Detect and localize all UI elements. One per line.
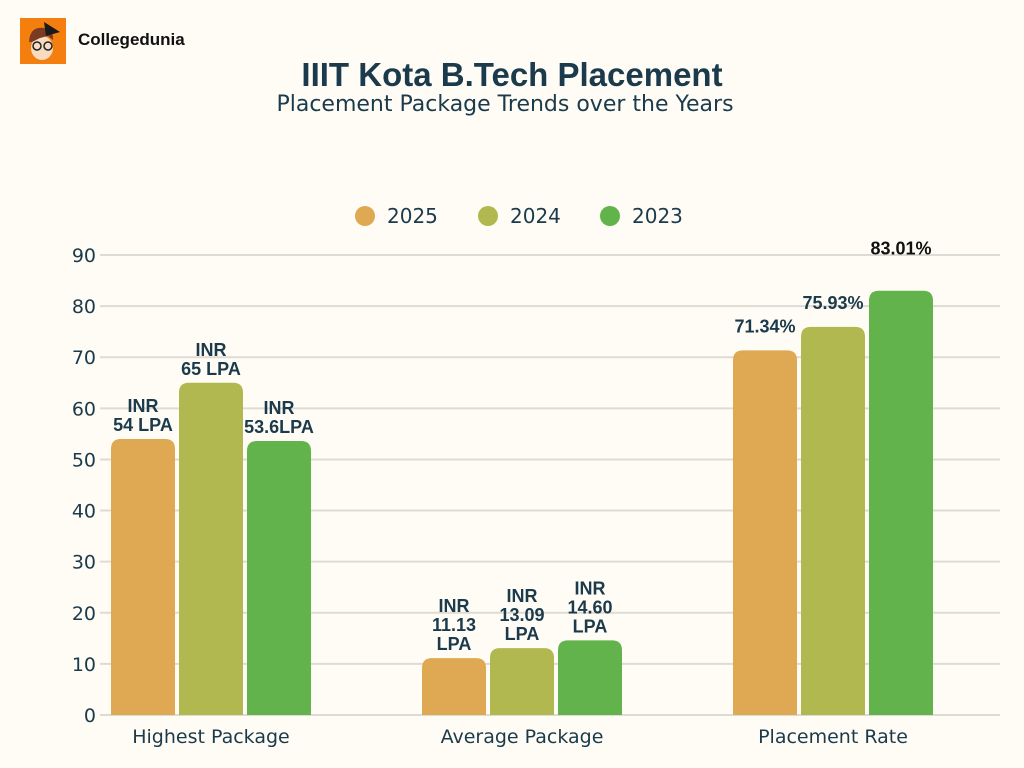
chart-subtitle: Placement Package Trends over the Years: [276, 92, 734, 117]
data-label: LPA: [505, 624, 540, 644]
data-label: 11.13: [432, 615, 476, 635]
legend-label: 2025: [387, 204, 438, 228]
legend-swatch: [600, 206, 620, 226]
y-tick-label: 10: [72, 654, 96, 676]
data-label: 83.01%: [870, 239, 931, 259]
brand-name: Collegedunia: [78, 30, 185, 49]
data-label: 75.93%: [802, 293, 863, 313]
bar-2023: [869, 290, 933, 715]
chart-title: IIIT Kota B.Tech Placement: [301, 56, 723, 93]
legend-label: 2024: [510, 204, 561, 228]
data-label: INR: [507, 586, 538, 606]
data-label: INR: [439, 596, 470, 616]
y-tick-label: 70: [72, 347, 96, 369]
legend-swatch: [478, 206, 498, 226]
y-tick-label: 40: [72, 501, 96, 523]
x-category-label: Placement Rate: [758, 726, 908, 748]
bar-2024: [801, 326, 865, 715]
mascot-icon: [29, 22, 60, 60]
data-label: INR: [264, 398, 295, 418]
data-label: 14.60: [567, 597, 612, 617]
x-category-label: Highest Package: [132, 726, 290, 748]
x-category-label: Average Package: [441, 726, 604, 748]
bar-2023: [558, 640, 622, 715]
y-tick-label: 80: [72, 296, 96, 318]
bar-2025: [422, 658, 486, 715]
y-tick-label: 20: [72, 603, 96, 625]
data-label: LPA: [437, 634, 472, 654]
bar-2024: [179, 382, 243, 715]
bar-2025: [111, 439, 175, 715]
bar-2025: [733, 350, 797, 715]
y-tick-label: 60: [72, 398, 96, 420]
y-tick-label: 90: [72, 245, 96, 267]
data-label: 65 LPA: [181, 359, 241, 379]
legend-label: 2023: [632, 204, 683, 228]
data-label: LPA: [573, 616, 608, 636]
data-label: 53.6LPA: [244, 417, 314, 437]
y-tick-label: 0: [84, 705, 96, 727]
data-label: INR: [575, 578, 606, 598]
bar-2023: [247, 441, 311, 715]
data-label: INR: [196, 340, 227, 360]
y-tick-label: 50: [72, 449, 96, 471]
collegedunia-logo: [20, 18, 66, 64]
data-label: 13.09: [499, 605, 544, 625]
bar-2024: [490, 648, 554, 715]
data-label: INR: [128, 396, 159, 416]
data-label: 71.34%: [734, 316, 795, 336]
legend-swatch: [355, 206, 375, 226]
y-tick-label: 30: [72, 552, 96, 574]
data-label: 54 LPA: [113, 415, 173, 435]
